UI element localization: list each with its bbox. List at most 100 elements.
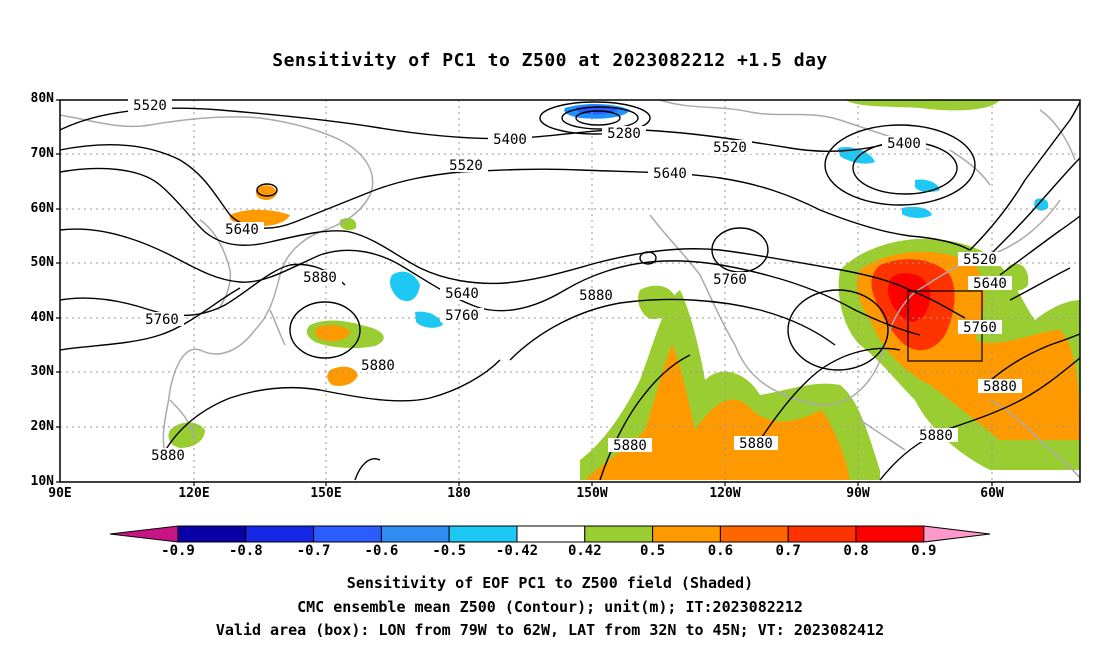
contour-label-5760-b: 5760 [440, 308, 484, 324]
colorbar-label: 0.42 [567, 543, 602, 559]
contour-label-5880-g: 5880 [734, 436, 778, 452]
svg-text:5400: 5400 [887, 136, 921, 152]
colorbar-segment [448, 525, 518, 543]
shade-wpac-orange-1 [315, 324, 350, 342]
lon-label-150w: 150W [576, 486, 608, 501]
svg-text:5880: 5880 [739, 436, 773, 452]
lat-label-30n: 30N [30, 364, 54, 379]
contour-label-5520-a: 5520 [128, 98, 172, 114]
svg-text:5880: 5880 [361, 358, 395, 374]
contour-label-5880-a: 5880 [298, 270, 342, 286]
caption-contour: CMC ensemble mean Z500 (Contour); unit(m… [297, 598, 803, 616]
contour-label-5280: 5280 [602, 126, 646, 142]
shade-negative-canada-3 [915, 179, 940, 193]
colorbar-segment [584, 525, 654, 543]
svg-text:5280: 5280 [607, 126, 641, 142]
svg-text:5520: 5520 [449, 158, 483, 174]
colorbar-segment [245, 525, 315, 543]
colorbar-segment [855, 525, 925, 543]
colorbar-label: -0.9 [161, 543, 195, 559]
contour-label-5400-a: 5400 [488, 132, 532, 148]
shade-pac-green [638, 285, 676, 320]
shade-arctic-green-1 [845, 100, 1000, 111]
colorbar-label: 0.7 [775, 543, 801, 559]
map-frame [59, 99, 1081, 483]
lat-label-60n: 60N [30, 201, 54, 216]
contour-label-5640-b: 5640 [220, 222, 264, 238]
contour-label-5760-c: 5760 [708, 272, 752, 288]
contour-label-5880-c: 5880 [356, 358, 400, 374]
svg-text:5760: 5760 [963, 320, 997, 336]
svg-text:5880: 5880 [919, 428, 953, 444]
contour-label-5520-c: 5520 [444, 158, 488, 174]
colorbar-label: 0.9 [911, 543, 937, 559]
shade-aleut-green [340, 217, 357, 231]
colorbar-high-end [923, 525, 991, 543]
svg-text:5640: 5640 [445, 286, 479, 302]
caption-shading: Sensitivity of EOF PC1 to Z500 field (Sh… [346, 574, 754, 592]
contour-label-5520-b: 5520 [708, 140, 752, 156]
shade-wpac-green-2 [327, 366, 358, 386]
lon-label-90e: 90E [48, 486, 72, 501]
svg-text:5880: 5880 [151, 448, 185, 464]
shade-wpac-green-3 [168, 422, 205, 448]
contour-label-5880-h: 5880 [914, 428, 958, 444]
svg-text:5640: 5640 [653, 166, 687, 182]
contour-label-5880-d: 5880 [978, 379, 1022, 395]
svg-text:5760: 5760 [713, 272, 747, 288]
colorbar-segment [177, 525, 247, 543]
contour-label-5760-d: 5760 [958, 320, 1002, 336]
contour-label-5880-b: 5880 [574, 288, 618, 304]
colorbar-low-end [109, 525, 179, 543]
sensitivity-shading [168, 100, 1080, 480]
lat-label-70n: 70N [30, 146, 54, 161]
svg-text:5880: 5880 [983, 379, 1017, 395]
colorbar-segment [719, 525, 789, 543]
svg-text:5640: 5640 [225, 222, 259, 238]
lat-label-50n: 50N [30, 255, 54, 270]
lat-label-20n: 20N [30, 419, 54, 434]
colorbar-label: -0.42 [495, 543, 539, 559]
colorbar-segment [652, 525, 721, 543]
colorbar-segment [380, 525, 450, 543]
colorbar-label: 0.8 [843, 543, 869, 559]
contour-label-5520-d: 5520 [958, 252, 1002, 268]
contour-label-5640-d: 5640 [968, 276, 1012, 292]
svg-text:5520: 5520 [963, 252, 997, 268]
contour-label-5880-f: 5880 [608, 438, 652, 454]
shade-japan-orange-2 [255, 185, 277, 201]
contour-label-5640-c: 5640 [440, 286, 484, 302]
contour-label-5640-a: 5640 [648, 166, 692, 182]
svg-text:5640: 5640 [973, 276, 1007, 292]
contour-label-5400-b: 5400 [882, 136, 926, 152]
shade-negative-greenland [1034, 198, 1049, 211]
colorbar-label: 0.5 [639, 543, 666, 559]
contour-labels: 5520 5400 5280 5520 5400 5520 5640 5640 … [128, 98, 1022, 464]
svg-text:5880: 5880 [579, 288, 613, 304]
shade-negative-canada-1 [838, 147, 875, 164]
svg-text:5520: 5520 [133, 98, 167, 114]
colorbar-label: -0.5 [432, 543, 467, 559]
colorbar-segment [516, 525, 586, 543]
lat-label-80n: 80N [30, 91, 54, 106]
colorbar-label: -0.7 [296, 543, 331, 559]
colorbar-label: -0.8 [228, 543, 263, 559]
colorbar [109, 525, 991, 543]
svg-text:5760: 5760 [445, 308, 479, 324]
axis-ticks [56, 99, 993, 486]
colorbar-label: 0.6 [707, 543, 734, 559]
lon-label-90w: 90W [846, 486, 870, 501]
contour-label-5880-e: 5880 [146, 448, 190, 464]
svg-text:5880: 5880 [303, 270, 337, 286]
lon-label-120w: 120W [709, 486, 741, 501]
shade-negative-npac [390, 271, 420, 302]
lat-label-40n: 40N [30, 310, 54, 325]
shade-negative-canada-2 [902, 206, 932, 218]
lon-label-180: 180 [447, 486, 471, 501]
caption-valid-area: Valid area (box): LON from 79W to 62W, L… [215, 621, 885, 639]
contour-label-5760-a: 5760 [140, 312, 184, 328]
lon-label-120e: 120E [178, 486, 210, 501]
lon-label-60w: 60W [980, 486, 1004, 501]
lat-label-10n: 10N [30, 474, 54, 489]
